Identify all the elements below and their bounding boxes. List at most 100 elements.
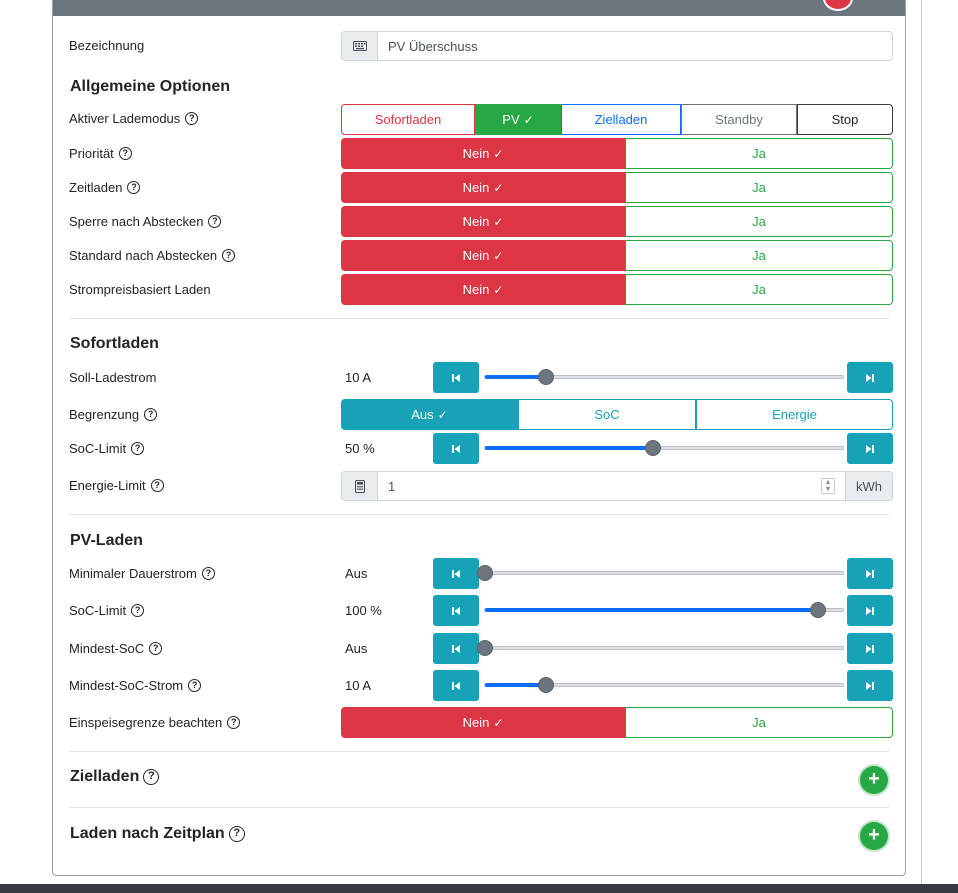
toggle-yes-button[interactable]: Ja: [625, 240, 893, 271]
question-circle-icon[interactable]: ?: [228, 826, 245, 842]
slider-thumb[interactable]: [537, 677, 554, 693]
step-forward-button[interactable]: [847, 558, 893, 589]
instant-current-value: 10 A: [345, 370, 372, 385]
general-title-text: Allgemeine Optionen: [70, 78, 231, 95]
question-circle-icon[interactable]: ?: [149, 642, 163, 655]
add-schedule-button[interactable]: +: [860, 822, 888, 850]
toggle-label: Standard nach Abstecken?: [69, 248, 236, 263]
name-label: Bezeichnung: [69, 38, 144, 53]
mode-button-target[interactable]: Zielladen: [561, 104, 681, 135]
mode-button-pv[interactable]: PV ✓: [475, 104, 561, 135]
general-section-title: Allgemeine Optionen: [70, 78, 230, 96]
name-label-text: Bezeichnung: [69, 38, 145, 53]
pv-min-soc-value: Aus: [345, 641, 368, 656]
pv-min-current-slider[interactable]: [477, 565, 844, 581]
check-icon: ✓: [493, 146, 504, 161]
toggle-label: Sperre nach Abstecken?: [69, 214, 222, 229]
toggle-yes-button[interactable]: Ja: [625, 274, 893, 305]
pv-title-text: PV-Laden: [70, 532, 143, 549]
step-forward-button[interactable]: [847, 633, 893, 664]
feed-in-yes-button[interactable]: Ja: [625, 707, 893, 738]
toggle-no-button[interactable]: Nein ✓: [341, 206, 625, 237]
toggle-no-button[interactable]: Nein ✓: [341, 172, 625, 203]
step-forward-button[interactable]: [847, 362, 893, 393]
feed-in-no-button[interactable]: Nein ✓: [341, 707, 625, 738]
toggle-no-button[interactable]: Nein ✓: [341, 240, 625, 271]
limit-label: Begrenzung?: [69, 407, 158, 422]
step-forward-button[interactable]: [847, 595, 893, 626]
question-circle-icon[interactable]: ?: [131, 442, 145, 455]
question-circle-icon[interactable]: ?: [222, 249, 236, 262]
mode-button-standby[interactable]: Standby: [681, 104, 797, 135]
question-circle-icon[interactable]: ?: [144, 408, 158, 421]
step-forward-button[interactable]: [847, 670, 893, 701]
limit-button-off[interactable]: Aus ✓: [341, 399, 518, 430]
instant-soc-limit-slider[interactable]: [484, 440, 844, 456]
toggle-no-button[interactable]: Nein ✓: [341, 138, 625, 169]
pv-min-soc-slider[interactable]: [477, 640, 844, 656]
pv-soc-limit-text: SoC-Limit: [69, 603, 127, 618]
question-circle-icon[interactable]: ?: [208, 215, 222, 228]
instant-soc-limit-text: SoC-Limit: [69, 441, 127, 456]
mode-button-stop[interactable]: Stop: [797, 104, 893, 135]
limit-button-energy[interactable]: Energie: [696, 399, 893, 430]
energy-limit-input[interactable]: 1: [388, 478, 396, 494]
name-input-group[interactable]: PV Überschuss: [341, 31, 893, 61]
toggle-yes-button[interactable]: Ja: [625, 172, 893, 203]
question-circle-icon[interactable]: ?: [143, 769, 160, 785]
pv-min-soc-current-value: 10 A: [345, 678, 372, 693]
step-forward-button[interactable]: [847, 433, 893, 464]
step-backward-button[interactable]: [433, 433, 479, 464]
step-backward-button[interactable]: [433, 670, 479, 701]
mode-stop-label: Stop: [831, 112, 859, 127]
pv-soc-limit-slider[interactable]: [484, 602, 844, 618]
schedule-title-text: Laden nach Zeitplan: [70, 825, 225, 842]
mode-label: Aktiver Lademodus?: [69, 111, 199, 126]
question-circle-icon[interactable]: ?: [131, 604, 145, 617]
slider-thumb[interactable]: [537, 369, 554, 385]
question-circle-icon[interactable]: ?: [188, 679, 202, 692]
delete-button[interactable]: [823, 0, 853, 11]
question-circle-icon[interactable]: ?: [127, 181, 141, 194]
step-backward-icon: [452, 606, 460, 615]
target-section-title: Zielladen?: [70, 768, 160, 786]
slider-fill: [485, 446, 654, 450]
step-backward-button[interactable]: [433, 633, 479, 664]
energy-limit-input-group[interactable]: 1 ▲ ▼ kWh: [341, 471, 893, 501]
step-backward-button[interactable]: [433, 362, 479, 393]
limit-soc-label: SoC: [594, 407, 620, 422]
instant-soc-limit-value: 50 %: [345, 441, 375, 456]
question-circle-icon[interactable]: ?: [201, 567, 215, 580]
mode-button-instant[interactable]: Sofortladen: [341, 104, 475, 135]
step-backward-button[interactable]: [433, 558, 479, 589]
step-forward-icon: [866, 569, 874, 578]
step-backward-button[interactable]: [433, 595, 479, 626]
instant-current-slider[interactable]: [484, 369, 844, 385]
target-title-text: Zielladen: [70, 768, 140, 785]
instant-title-text: Sofortladen: [70, 335, 159, 352]
toggle-no-label: Nein: [462, 214, 490, 229]
pv-min-soc-current-slider[interactable]: [484, 677, 844, 693]
toggle-no-label: Nein: [462, 146, 490, 161]
slider-thumb[interactable]: [809, 602, 826, 618]
feed-in-label: Einspeisegrenze beachten?: [69, 715, 241, 730]
pv-min-soc-text: Mindest-SoC: [69, 641, 145, 656]
question-circle-icon[interactable]: ?: [118, 147, 132, 160]
question-circle-icon[interactable]: ?: [185, 112, 199, 125]
check-icon: ✓: [437, 407, 448, 422]
name-input[interactable]: PV Überschuss: [388, 38, 478, 54]
toggle-yes-button[interactable]: Ja: [625, 206, 893, 237]
limit-button-soc[interactable]: SoC: [518, 399, 696, 430]
slider-thumb[interactable]: [477, 565, 493, 581]
limit-off-label: Aus: [411, 407, 434, 422]
toggle-no-button[interactable]: Nein ✓: [341, 274, 625, 305]
number-spinner[interactable]: ▲ ▼: [821, 478, 835, 494]
add-target-button[interactable]: +: [860, 766, 888, 794]
question-circle-icon[interactable]: ?: [227, 716, 241, 729]
question-circle-icon[interactable]: ?: [150, 479, 164, 492]
slider-thumb[interactable]: [477, 640, 493, 656]
slider-thumb[interactable]: [645, 440, 662, 456]
feed-in-text: Einspeisegrenze beachten: [69, 715, 223, 730]
toggle-yes-button[interactable]: Ja: [625, 138, 893, 169]
step-forward-icon: [866, 444, 874, 453]
